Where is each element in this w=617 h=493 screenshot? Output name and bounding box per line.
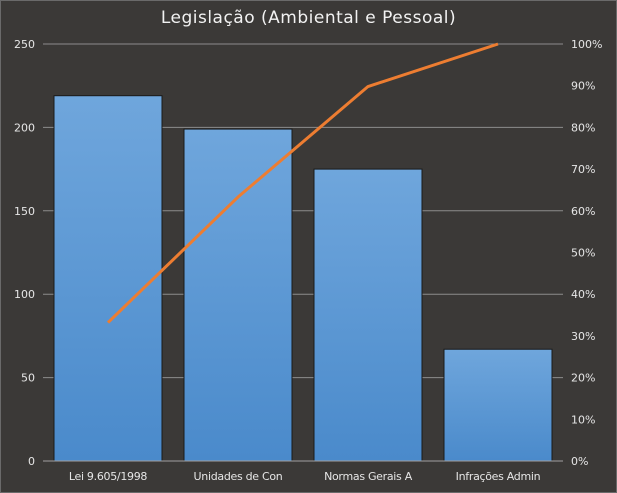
x-tick-label: Unidades de Con — [194, 470, 283, 483]
x-tick-label: Normas Gerais A — [324, 470, 413, 483]
y2-tick-label: 60% — [571, 205, 595, 218]
bar — [53, 95, 163, 462]
x-tick-label: Infrações Admin — [456, 470, 541, 483]
chart-title: Legislação (Ambiental e Pessoal) — [160, 8, 457, 28]
y2-tick-label: 50% — [571, 247, 595, 260]
y2-tick-label: 90% — [571, 80, 595, 93]
y2-tick-label: 40% — [571, 288, 595, 301]
bar — [183, 128, 293, 462]
y-tick-label: 150 — [14, 205, 35, 218]
y2-tick-label: 30% — [571, 330, 595, 343]
y2-tick-label: 0% — [571, 455, 588, 468]
bar — [443, 348, 553, 462]
y-tick-label: 250 — [14, 38, 35, 51]
y-tick-label: 200 — [14, 121, 35, 134]
y2-tick-label: 100% — [571, 38, 602, 51]
y2-tick-label: 80% — [571, 121, 595, 134]
y-tick-label: 0 — [28, 455, 35, 468]
y-tick-label: 50 — [21, 372, 35, 385]
y2-tick-label: 20% — [571, 372, 595, 385]
y2-tick-label: 70% — [571, 163, 595, 176]
cumulative-line — [106, 42, 499, 324]
bar — [313, 168, 423, 462]
x-tick-label: Lei 9.605/1998 — [69, 470, 148, 483]
y-tick-label: 100 — [14, 288, 35, 301]
y2-tick-label: 10% — [571, 413, 595, 426]
